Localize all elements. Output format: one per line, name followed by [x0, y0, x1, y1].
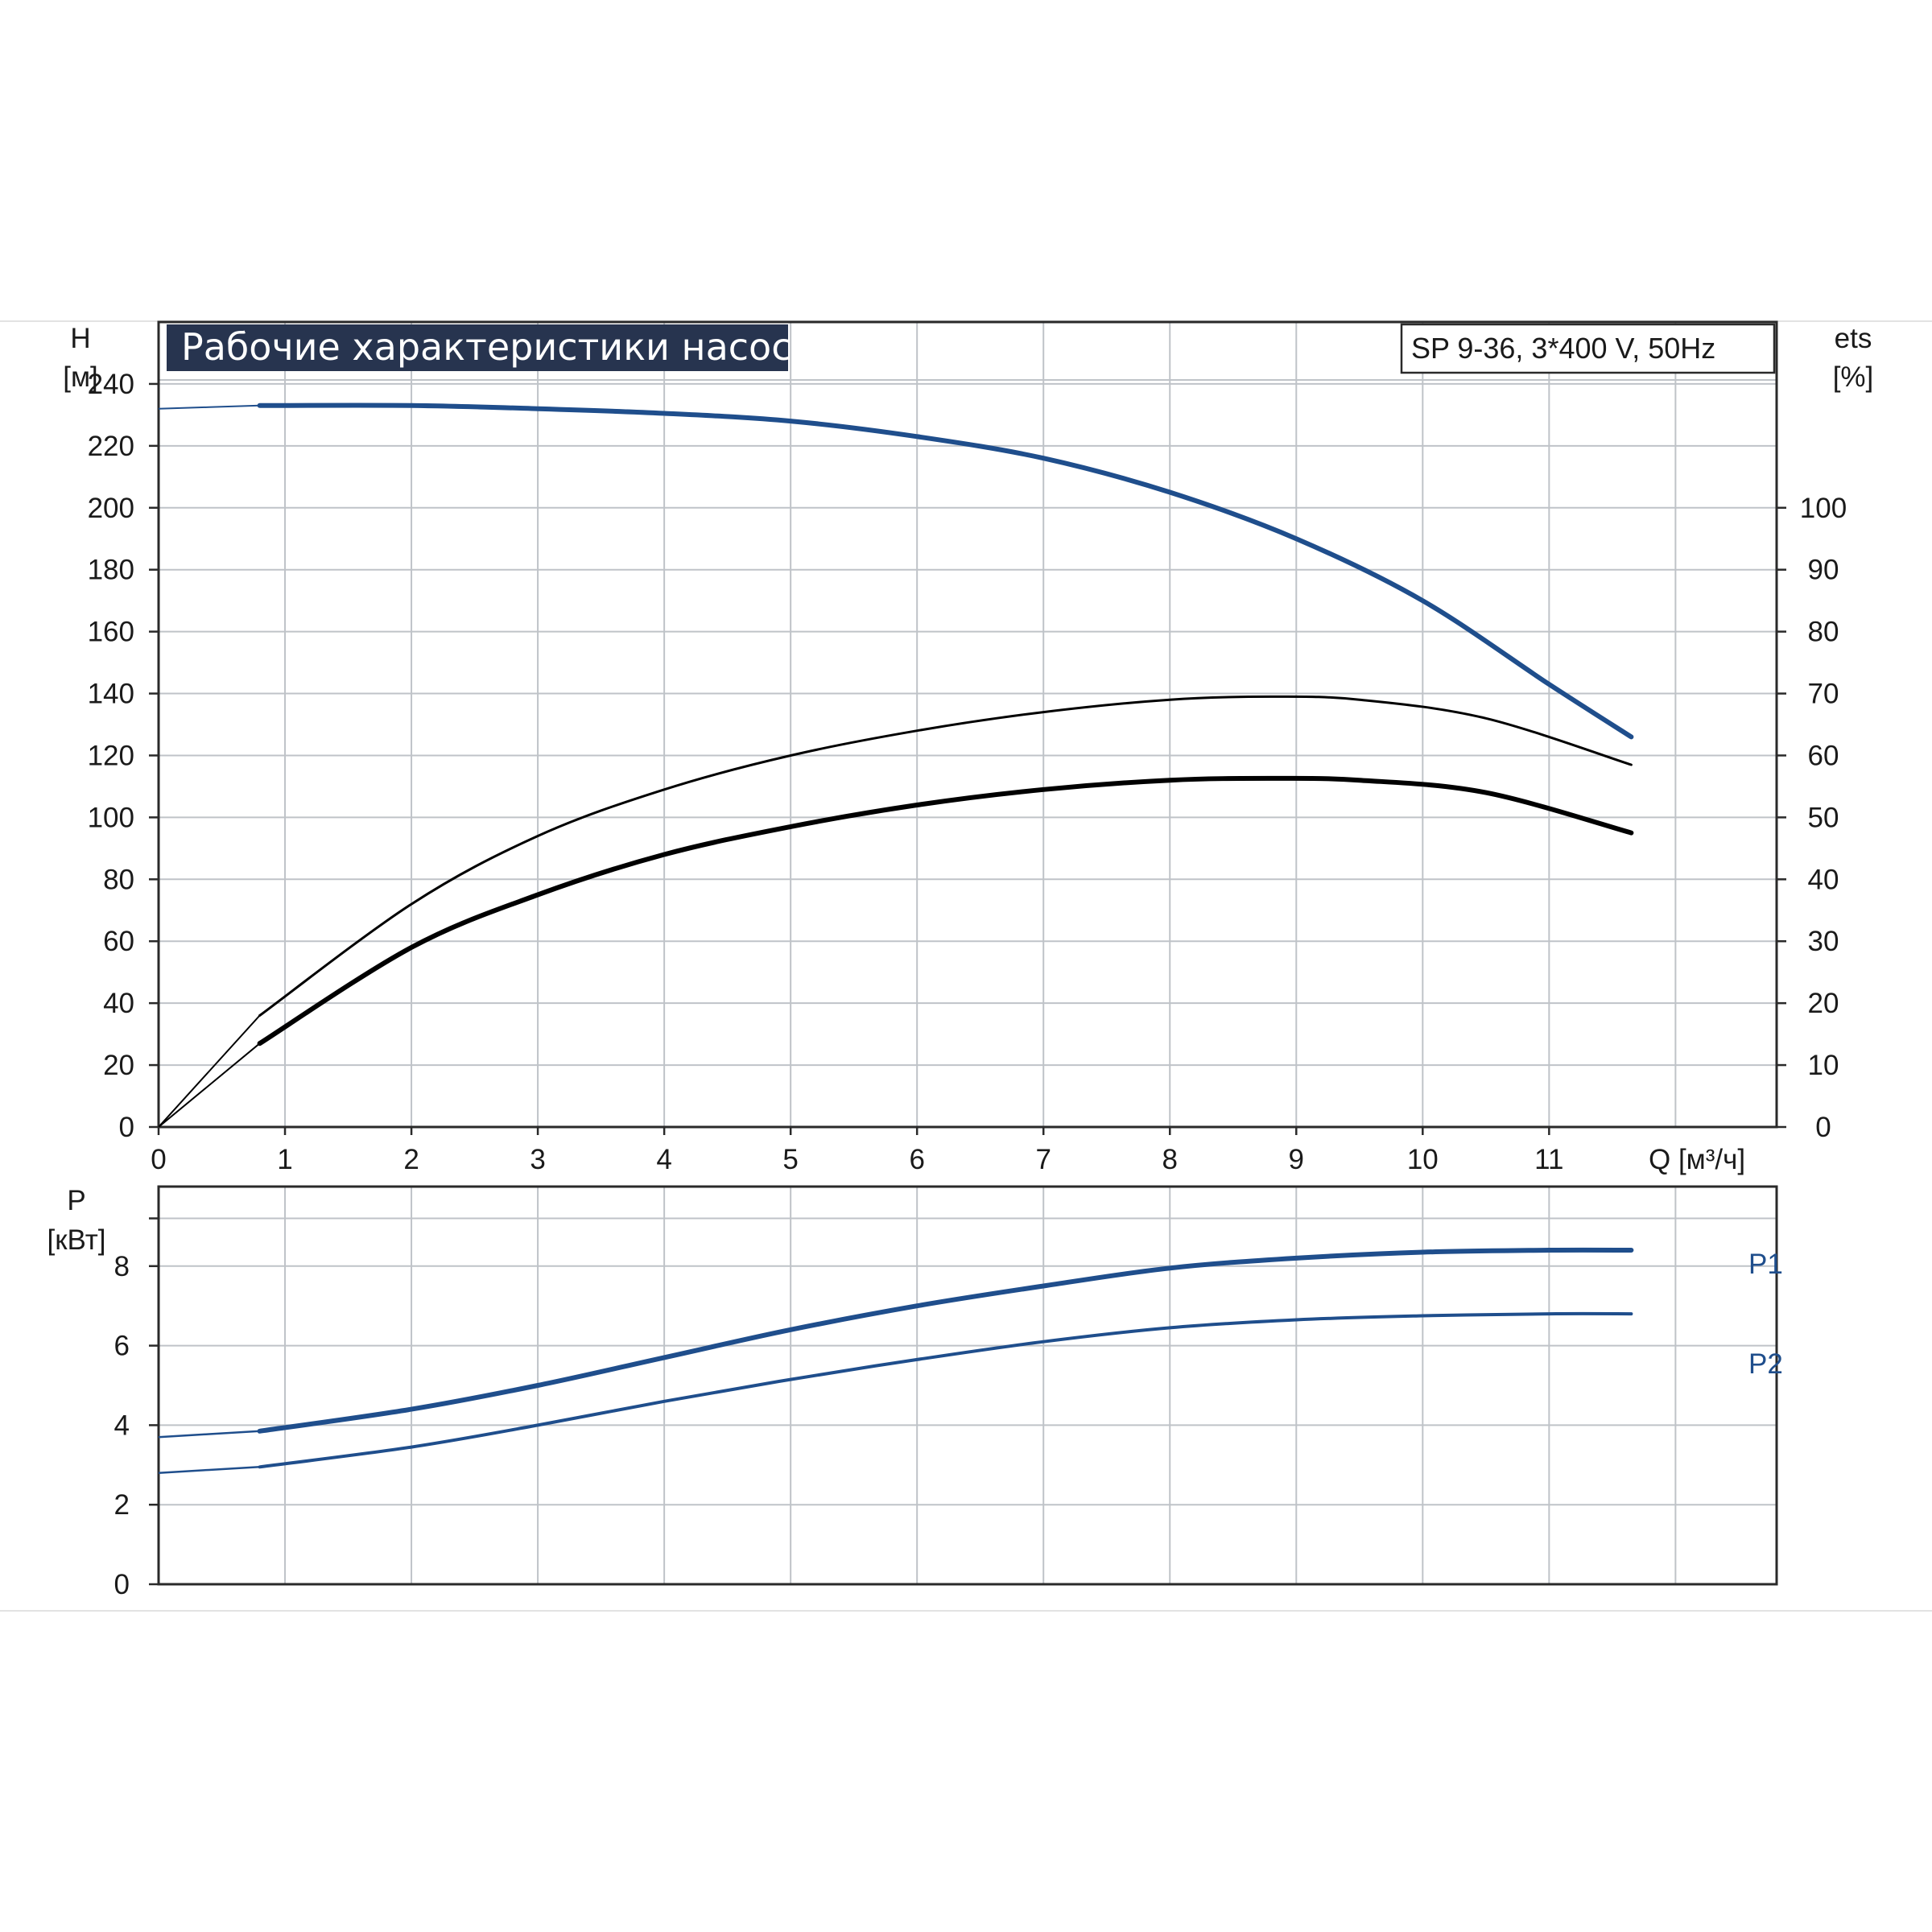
power-y-tick-label: 2	[114, 1489, 130, 1521]
head-chart-series	[158, 402, 1634, 1128]
y-left-tick-label: 120	[88, 740, 134, 771]
power-y-tick-label: 8	[114, 1251, 130, 1282]
y-right-tick-label: 10	[1808, 1050, 1839, 1081]
series-label-p2: P2	[1748, 1348, 1783, 1380]
x-tick-label: 5	[782, 1144, 798, 1175]
y-left-tick-label: 20	[103, 1050, 134, 1081]
y-right-tick-label: 60	[1808, 740, 1839, 771]
total-efficiency-curve-lead	[158, 1042, 261, 1128]
x-tick-label: 4	[656, 1144, 671, 1175]
y-right-tick-label: 80	[1808, 617, 1839, 648]
head-chart-frame	[157, 320, 1778, 1129]
series-label-p1: P1	[1748, 1249, 1783, 1280]
head-curve-lead	[158, 404, 260, 410]
x-tick-label: 1	[277, 1144, 292, 1175]
power-y-tick-label: 4	[114, 1410, 130, 1441]
y-left-title-symbol: H	[70, 323, 90, 354]
x-tick-label: 7	[1035, 1144, 1051, 1175]
power-y-tick-label: 6	[114, 1331, 130, 1362]
power-y-tick-label: 0	[114, 1569, 130, 1600]
y-right-title-symbol: ets	[1835, 323, 1872, 354]
power-chart-series	[158, 1247, 1634, 1474]
pump-efficiency-curve	[258, 695, 1633, 1017]
power-y-title-unit: [кВт]	[47, 1224, 106, 1256]
x-tick-label: 10	[1407, 1144, 1439, 1175]
x-tick-label: 2	[403, 1144, 419, 1175]
x-tick-label: 8	[1162, 1144, 1178, 1175]
power-chart-ticks: 0 2 4 6 8	[114, 1217, 159, 1600]
y-left-tick-label: 0	[119, 1112, 134, 1143]
y-left-tick-label: 220	[88, 431, 134, 462]
head-chart-ticks: 0204060801001201401601802002202400102030…	[88, 369, 1847, 1175]
head-curve	[257, 402, 1634, 740]
power-chart-frame	[157, 1185, 1778, 1586]
y-left-tick-label: 80	[103, 864, 134, 895]
y-right-title-unit: [%]	[1833, 361, 1874, 393]
model-label: SP 9-36, 3*400 V, 50Hz	[1411, 332, 1715, 365]
p2-power-curve	[258, 1311, 1633, 1469]
power-y-title-symbol: P	[67, 1185, 85, 1216]
y-right-tick-label: 40	[1808, 864, 1839, 895]
chart-title: Рабочие характеристики насоса	[181, 325, 815, 369]
x-tick-label: 3	[530, 1144, 545, 1175]
y-left-tick-label: 40	[103, 988, 134, 1019]
y-left-tick-label: 200	[88, 493, 134, 524]
x-tick-label: 11	[1534, 1144, 1563, 1175]
p2-power-curve-lead	[158, 1466, 260, 1474]
power-chart-grid	[159, 1187, 1777, 1584]
y-right-tick-label: 100	[1800, 493, 1847, 524]
pump-efficiency-curve-lead	[158, 1014, 261, 1128]
total-efficiency-curve	[257, 775, 1634, 1046]
y-right-tick-label: 50	[1808, 802, 1839, 833]
y-left-tick-label: 240	[88, 369, 134, 400]
y-right-tick-label: 70	[1808, 679, 1839, 710]
x-axis-title: Q [м³/ч]	[1649, 1144, 1745, 1175]
y-left-title-unit: [м]	[63, 361, 98, 393]
y-left-tick-label: 100	[88, 802, 134, 833]
title-banner	[167, 324, 788, 371]
model-label-box	[1400, 323, 1776, 374]
y-left-tick-label: 160	[88, 617, 134, 648]
y-right-tick-label: 90	[1808, 555, 1839, 586]
y-left-tick-label: 60	[103, 926, 134, 957]
y-left-tick-label: 180	[88, 555, 134, 586]
y-right-tick-label: 0	[1815, 1112, 1831, 1143]
p1-power-curve	[257, 1247, 1634, 1434]
p1-power-curve-lead	[158, 1430, 260, 1439]
y-right-tick-label: 30	[1808, 926, 1839, 957]
x-tick-label: 0	[151, 1144, 166, 1175]
x-tick-label: 6	[909, 1144, 924, 1175]
x-tick-label: 9	[1289, 1144, 1304, 1175]
y-left-tick-label: 140	[88, 679, 134, 710]
y-right-tick-label: 20	[1808, 988, 1839, 1019]
